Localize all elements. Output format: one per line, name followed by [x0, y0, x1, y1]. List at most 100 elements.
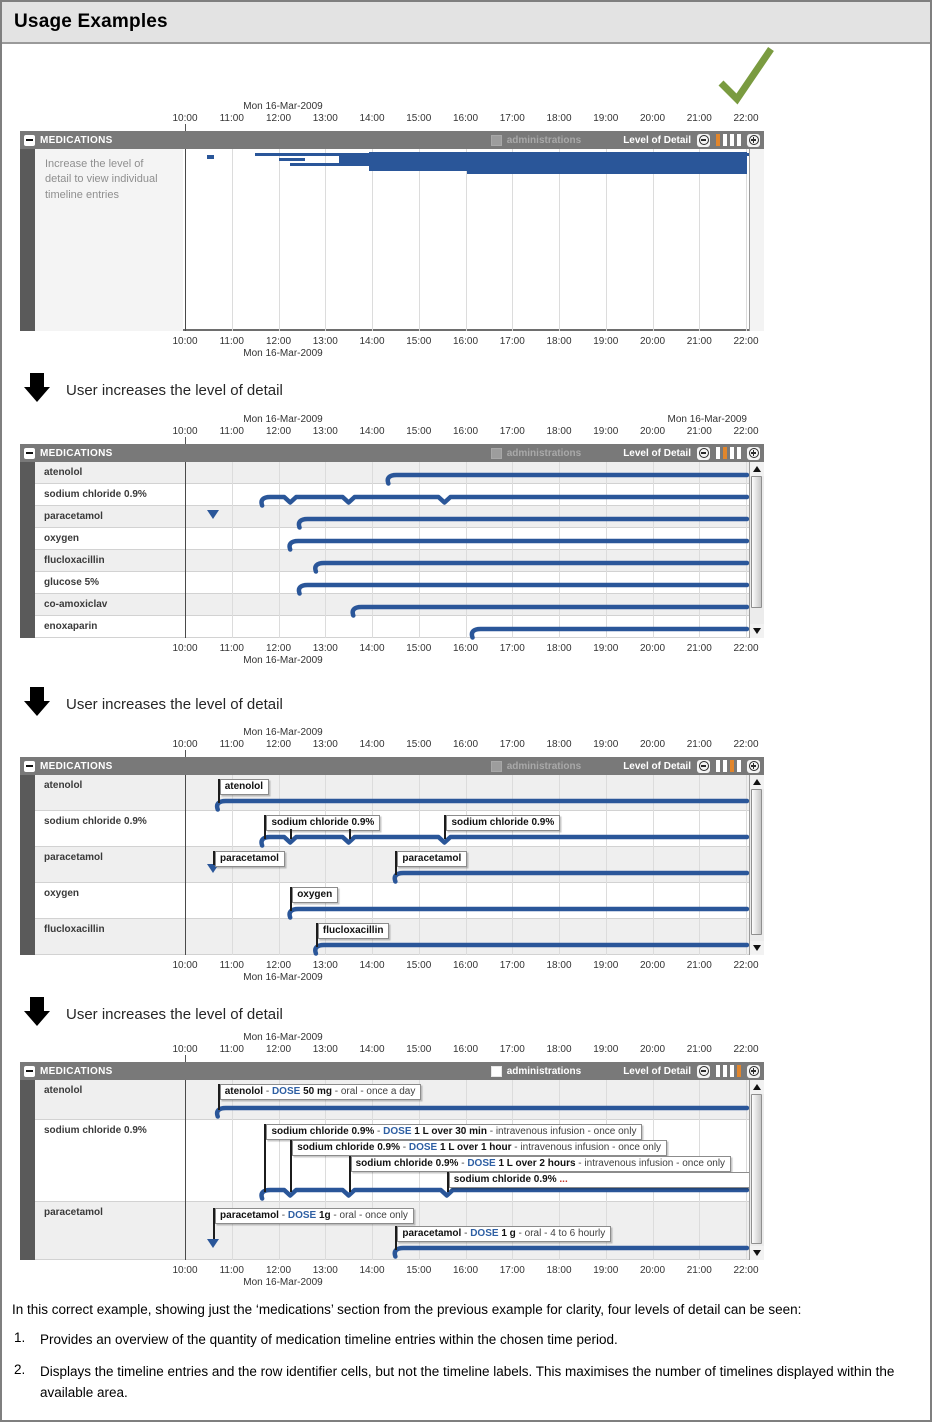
axis-hour-label: 13:00 — [312, 1265, 338, 1276]
axis-date-top: Mon 16-Mar-2009 — [243, 101, 323, 112]
level-indicator-bar-2[interactable] — [723, 760, 727, 772]
plus-circle-icon — [748, 448, 759, 458]
level-indicator-bar-4[interactable] — [737, 1065, 741, 1077]
dose-marker[interactable] — [207, 510, 220, 519]
level-indicator-bar-2[interactable] — [723, 134, 727, 146]
axis-hour-label: 16:00 — [452, 1265, 479, 1276]
hour-gridline — [699, 775, 701, 955]
timeline-bar-oxygen[interactable] — [183, 883, 750, 920]
level-of-detail-increase-button[interactable] — [747, 133, 760, 147]
timeline-bar-atenolol[interactable] — [183, 462, 750, 486]
axis-hour-label: 10:00 — [172, 960, 198, 971]
timeline-bar-co-amoxiclav[interactable] — [183, 594, 750, 618]
scrollbar-thumb[interactable] — [751, 789, 762, 935]
level-indicator-bar-4[interactable] — [737, 134, 741, 146]
axis-hour-label: 15:00 — [406, 426, 432, 437]
hour-gridline — [372, 775, 373, 955]
dose-marker[interactable] — [207, 864, 220, 873]
timeline-bar-sodium-chloride-0-9-[interactable] — [183, 1120, 750, 1202]
level-indicator-bar-4[interactable] — [737, 447, 741, 459]
collapse-section-button[interactable] — [24, 447, 35, 459]
timeline-entry-label[interactable]: paracetamol — [215, 851, 285, 867]
scroll-up-button[interactable] — [750, 462, 764, 476]
timeline-entry-label[interactable]: atenolol - DOSE 50 mg - oral - once a da… — [219, 1084, 422, 1100]
timeline-bar-flucloxacillin[interactable] — [183, 550, 750, 574]
scroll-down-button[interactable] — [750, 624, 764, 638]
axis-hour-label: 12:00 — [265, 643, 292, 654]
vertical-scrollbar[interactable] — [749, 1080, 764, 1260]
footer-intro: In this correct example, showing just th… — [12, 1302, 802, 1317]
level-of-detail-increase-button[interactable] — [747, 759, 760, 773]
overview-density-shape[interactable] — [183, 149, 749, 331]
vertical-scrollbar[interactable] — [749, 462, 764, 638]
axis-hour-label: 20:00 — [639, 426, 666, 437]
level-of-detail-increase-button[interactable] — [747, 446, 760, 460]
level-indicator-bar-3[interactable] — [730, 1065, 734, 1077]
level-of-detail-decrease-button[interactable] — [697, 1064, 710, 1078]
administrations-label: administrations — [506, 760, 582, 772]
timeline-bar-sodium-chloride-0-9-[interactable] — [183, 811, 750, 848]
dose-marker[interactable] — [207, 1239, 220, 1248]
timeline-bar-enoxaparin[interactable] — [183, 616, 750, 640]
timeline-entry-label[interactable]: paracetamol - DOSE 1g - oral - once only — [215, 1208, 414, 1224]
timeline-area: atenolol - DOSE 50 mg - oral - once a da… — [183, 1080, 756, 1260]
level-of-detail-increase-button[interactable] — [747, 1064, 760, 1078]
timeline-entry-label[interactable]: sodium chloride 0.9% - DOSE 1 L over 1 h… — [292, 1140, 668, 1156]
hour-gridline — [512, 775, 514, 955]
level-indicator-bar-3[interactable] — [730, 760, 734, 772]
level-of-detail-decrease-button[interactable] — [697, 446, 710, 460]
level-of-detail-decrease-button[interactable] — [697, 133, 710, 147]
level-indicator-bar-2[interactable] — [723, 1065, 727, 1077]
administrations-checkbox[interactable] — [490, 447, 502, 459]
timeline-entry-label[interactable]: sodium chloride 0.9% - DOSE 1 L over 2 h… — [350, 1156, 732, 1172]
timeline-bar-oxygen[interactable] — [183, 528, 750, 552]
level-indicator-bar-3[interactable] — [730, 447, 734, 459]
axis-hour-label: 11:00 — [219, 1265, 244, 1276]
axis-hour-label: 11:00 — [219, 739, 244, 750]
administrations-checkbox[interactable] — [490, 134, 502, 146]
scrollbar-thumb[interactable] — [751, 476, 762, 608]
administrations-checkbox[interactable] — [490, 1065, 502, 1077]
axis-hour-label: 20:00 — [639, 113, 666, 124]
timeline-bar-sodium-chloride-0-9-[interactable] — [183, 484, 750, 508]
timeline-bar-flucloxacillin[interactable] — [183, 919, 750, 956]
level-indicator-bar-2[interactable] — [723, 447, 727, 459]
collapse-section-button[interactable] — [24, 134, 35, 146]
level-indicator-bar-1[interactable] — [716, 134, 720, 146]
axis-hour-label: 10:00 — [172, 1265, 198, 1276]
timeline-entry-label[interactable]: sodium chloride 0.9% — [446, 815, 561, 831]
level-indicator-bar-1[interactable] — [716, 447, 720, 459]
vertical-scrollbar[interactable] — [749, 775, 764, 955]
timeline-bar-glucose-5-[interactable] — [183, 572, 750, 596]
hour-gridline — [278, 149, 280, 331]
scrollbar-thumb[interactable] — [751, 1094, 762, 1244]
scroll-up-button[interactable] — [750, 775, 764, 789]
level-indicator-bar-1[interactable] — [716, 1065, 720, 1077]
timeline-entry-label[interactable]: sodium chloride 0.9% ... — [448, 1172, 756, 1188]
scroll-up-button[interactable] — [750, 1080, 764, 1094]
timeline-label-anchor — [315, 923, 318, 947]
timeline-bar-paracetamol[interactable] — [183, 506, 750, 530]
timeline-entry-label[interactable]: atenolol — [219, 779, 270, 795]
collapse-section-button[interactable] — [24, 760, 35, 772]
scrollbar-track-empty — [749, 149, 764, 331]
administrations-checkbox[interactable] — [490, 760, 502, 772]
timeline-entry-label[interactable]: sodium chloride 0.9% - DOSE 1 L over 30 … — [266, 1124, 643, 1140]
timeline-entry-label[interactable]: flucloxacillin — [317, 923, 390, 939]
level-of-detail-indicator — [716, 447, 741, 459]
scroll-down-button[interactable] — [750, 941, 764, 955]
timeline-entry-label[interactable]: sodium chloride 0.9% — [266, 815, 381, 831]
timeline-row: paracetamol — [35, 847, 749, 883]
level-indicator-bar-3[interactable] — [730, 134, 734, 146]
level-indicator-bar-4[interactable] — [737, 760, 741, 772]
timeline-entry-label[interactable]: paracetamol — [397, 851, 468, 867]
axis-hour-label: 17:00 — [499, 426, 525, 437]
timeline-entry-label[interactable]: oxygen — [292, 887, 339, 903]
axis-hour-label: 19:00 — [593, 1265, 619, 1276]
minus-circle-icon — [698, 135, 709, 145]
collapse-section-button[interactable] — [24, 1065, 35, 1077]
scroll-down-button[interactable] — [750, 1246, 764, 1260]
level-indicator-bar-1[interactable] — [716, 760, 720, 772]
level-of-detail-decrease-button[interactable] — [697, 759, 710, 773]
timeline-entry-label[interactable]: paracetamol - DOSE 1 g - oral - 4 to 6 h… — [397, 1226, 612, 1242]
